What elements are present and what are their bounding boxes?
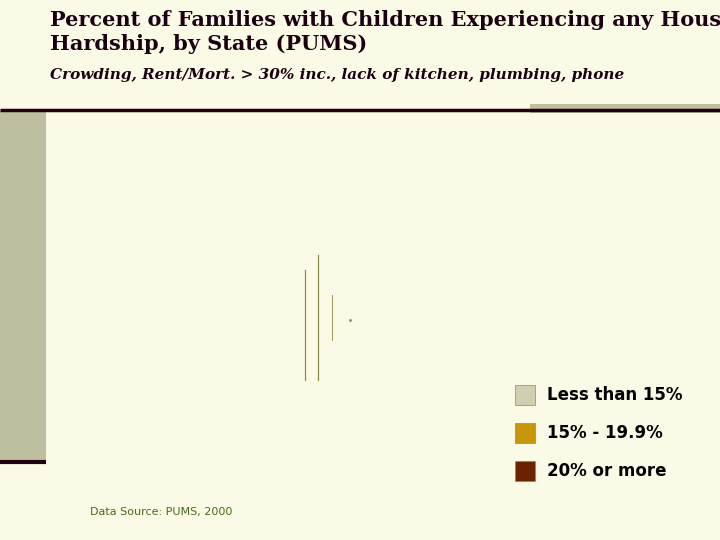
Text: 20% or more: 20% or more [547, 462, 667, 480]
Text: Data Source: PUMS, 2000: Data Source: PUMS, 2000 [90, 507, 233, 517]
Bar [530, 104, 720, 113]
Bar [515, 385, 535, 405]
Text: Less than 15%: Less than 15% [547, 386, 683, 404]
Text: Crowding, Rent/Mort. > 30% inc., lack of kitchen, plumbing, phone: Crowding, Rent/Mort. > 30% inc., lack of… [50, 68, 624, 82]
Bar [515, 461, 535, 481]
Text: 15% - 19.9%: 15% - 19.9% [547, 424, 662, 442]
Bar [0, 110, 46, 462]
Bar [515, 423, 535, 443]
Text: Percent of Families with Children Experiencing any Housing
Hardship, by State (P: Percent of Families with Children Experi… [50, 10, 720, 54]
